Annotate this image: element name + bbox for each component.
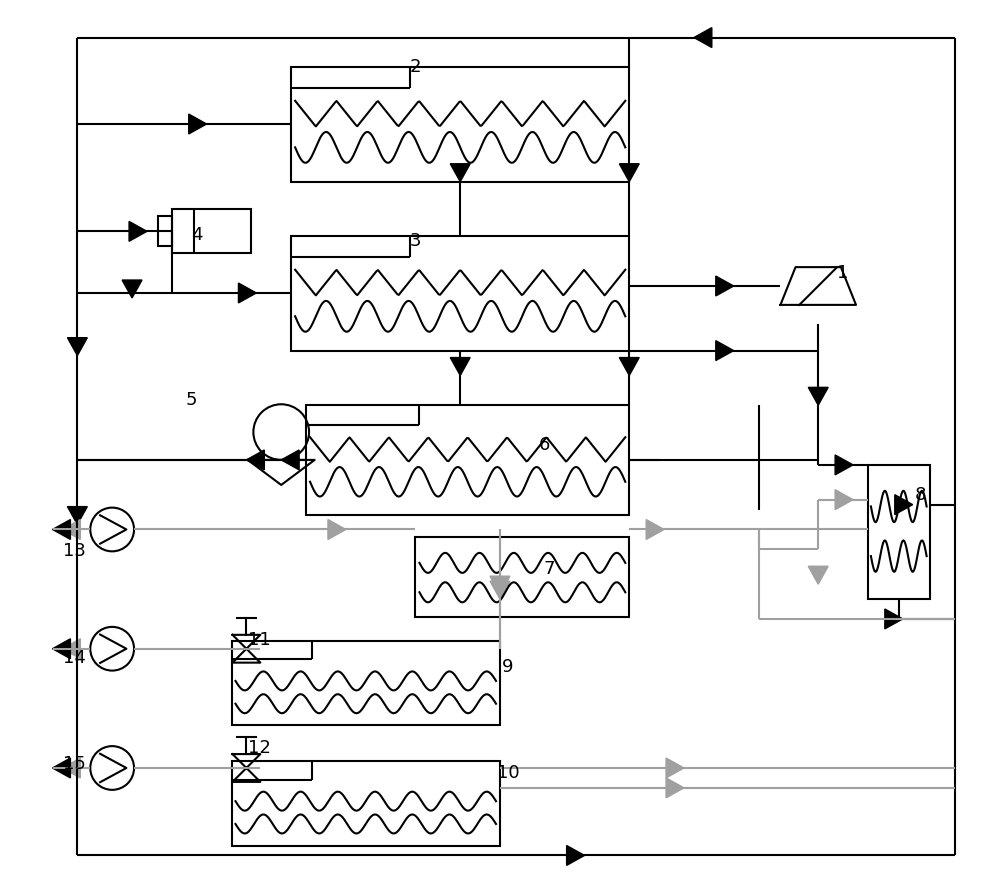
Polygon shape [885,609,903,629]
Text: 13: 13 [63,542,86,560]
Text: 6: 6 [539,436,550,454]
Polygon shape [666,778,684,797]
Text: 9: 9 [502,657,514,676]
Polygon shape [129,221,147,241]
Polygon shape [646,520,664,539]
Polygon shape [808,566,828,584]
Text: 12: 12 [248,739,271,757]
Polygon shape [281,450,299,470]
Polygon shape [567,846,585,865]
Polygon shape [835,455,853,475]
Text: 10: 10 [497,764,519,782]
Polygon shape [52,638,70,659]
Bar [291,237,629,351]
Text: 8: 8 [915,487,926,505]
Text: 14: 14 [63,648,86,667]
Text: 11: 11 [248,631,271,649]
Polygon shape [246,450,264,470]
Polygon shape [238,283,256,303]
Polygon shape [450,163,470,181]
Text: 15: 15 [63,755,86,773]
Polygon shape [895,495,913,514]
Polygon shape [716,276,734,296]
Polygon shape [62,520,80,539]
Bar [172,210,251,254]
Polygon shape [62,638,80,659]
Polygon shape [666,758,684,778]
Text: 7: 7 [544,560,555,578]
Text: 1: 1 [837,264,849,282]
Polygon shape [52,520,70,539]
Polygon shape [835,489,853,510]
Bar [232,761,500,846]
Polygon shape [62,758,80,778]
Polygon shape [808,388,828,405]
Polygon shape [122,280,142,298]
Polygon shape [619,163,639,181]
Text: 3: 3 [410,231,421,250]
Polygon shape [328,520,346,539]
Polygon shape [67,338,87,355]
Polygon shape [694,28,712,47]
Polygon shape [67,506,87,524]
Bar [306,405,629,514]
Polygon shape [619,357,639,375]
Polygon shape [716,340,734,361]
Polygon shape [490,576,510,594]
Bar [868,465,930,599]
Bar [232,641,500,725]
Text: 5: 5 [186,391,197,409]
Text: 4: 4 [191,226,202,245]
Bar [158,216,172,246]
Polygon shape [450,357,470,375]
Polygon shape [52,758,70,778]
Polygon shape [490,581,510,599]
Bar [291,67,629,181]
Bar [415,538,629,617]
Text: 2: 2 [410,58,421,76]
Polygon shape [189,114,207,134]
